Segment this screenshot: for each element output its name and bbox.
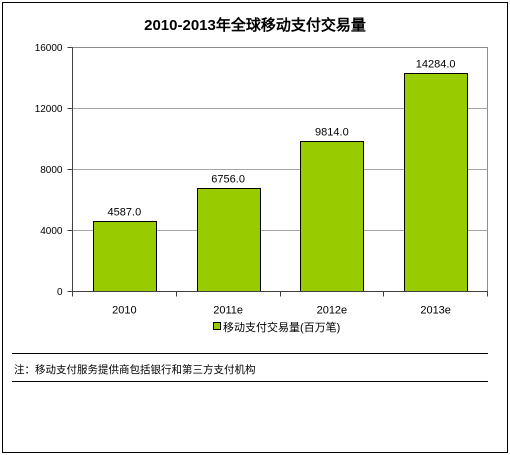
bar-2013e [404,73,468,292]
x-tick-label: 2011e [213,305,243,317]
data-label-2013e: 14284.0 [416,59,456,71]
footnote: 注：移动支付服务提供商包括银行和第三方支付机构 [14,363,256,376]
x-tick-label: 2012e [317,305,348,317]
y-tick-label: 8000 [40,165,63,176]
y-axis: 0 4000 8000 12000 16000 [35,43,73,298]
y-tick-label: 12000 [35,104,63,115]
bar-2011e [197,188,261,292]
data-labels: 4587.0 6756.0 9814.0 14284.0 [108,59,456,219]
legend-label: 移动支付交易量(百万笔) [223,320,340,334]
x-tick-label: 2010 [112,305,136,317]
x-tick-label: 2013e [420,305,451,317]
chart-title: 2010-2013年全球移动支付交易量 [144,16,366,34]
legend: 移动支付交易量(百万笔) [213,320,340,334]
bar-2012e [300,141,364,292]
y-tick-label: 4000 [40,226,63,237]
x-axis: 2010 2011e 2012e 2013e [72,291,488,317]
data-label-2012e: 9814.0 [315,127,349,139]
data-label-2010: 4587.0 [108,207,142,219]
data-label-2011e: 6756.0 [211,174,245,186]
y-tick-label: 0 [57,287,63,298]
bar-2010 [93,221,157,292]
bars [93,73,468,292]
legend-swatch [213,322,221,330]
y-tick-label: 16000 [35,43,63,54]
